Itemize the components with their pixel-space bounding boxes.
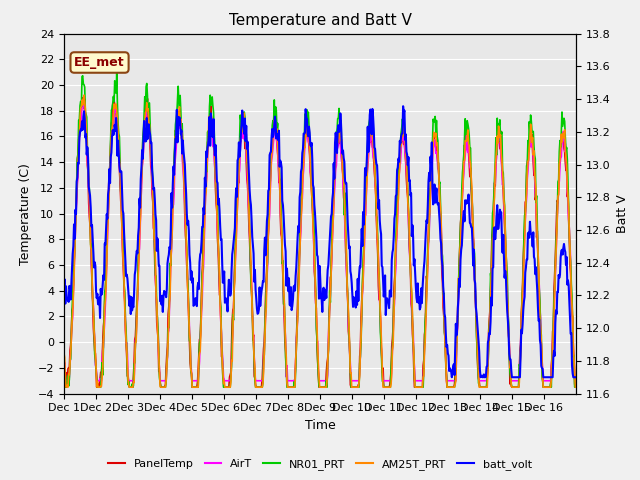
NR01_PRT	[241, 114, 249, 120]
PanelTemp	[374, 252, 381, 257]
Line: batt_volt: batt_volt	[64, 106, 576, 377]
AM25T_PRT	[260, 350, 268, 356]
Text: EE_met: EE_met	[74, 56, 125, 69]
PanelTemp	[572, 384, 580, 390]
Y-axis label: Batt V: Batt V	[616, 194, 629, 233]
batt_volt	[372, 161, 380, 167]
AirT	[241, 132, 249, 138]
AM25T_PRT	[62, 384, 70, 390]
AM25T_PRT	[122, 320, 129, 326]
PanelTemp	[403, 177, 410, 182]
NR01_PRT	[260, 352, 268, 358]
AirT	[60, 363, 68, 369]
NR01_PRT	[216, 274, 223, 280]
AirT	[374, 240, 381, 245]
Title: Temperature and Batt V: Temperature and Batt V	[228, 13, 412, 28]
AirT	[79, 99, 87, 105]
NR01_PRT	[60, 359, 68, 365]
X-axis label: Time: Time	[305, 419, 335, 432]
AirT	[572, 378, 580, 384]
PanelTemp	[93, 384, 100, 390]
PanelTemp	[260, 339, 268, 345]
Line: AM25T_PRT: AM25T_PRT	[64, 95, 576, 387]
batt_volt	[240, 123, 248, 129]
AM25T_PRT	[572, 384, 580, 390]
NR01_PRT	[403, 152, 410, 157]
Line: NR01_PRT: NR01_PRT	[64, 73, 576, 387]
batt_volt	[60, 282, 68, 288]
AirT	[403, 169, 410, 175]
PanelTemp	[216, 292, 223, 298]
AM25T_PRT	[403, 159, 410, 165]
batt_volt	[259, 278, 267, 284]
NR01_PRT	[374, 236, 381, 241]
batt_volt	[214, 202, 222, 207]
AirT	[216, 276, 223, 282]
PanelTemp	[78, 95, 86, 100]
NR01_PRT	[572, 384, 580, 390]
NR01_PRT	[113, 70, 120, 76]
Legend: PanelTemp, AirT, NR01_PRT, AM25T_PRT, batt_volt: PanelTemp, AirT, NR01_PRT, AM25T_PRT, ba…	[104, 455, 536, 474]
AirT	[62, 378, 70, 384]
batt_volt	[402, 132, 410, 137]
Line: AirT: AirT	[64, 102, 576, 381]
AM25T_PRT	[241, 135, 249, 141]
AM25T_PRT	[80, 92, 88, 98]
Y-axis label: Temperature (C): Temperature (C)	[19, 163, 32, 264]
AirT	[260, 348, 268, 354]
AirT	[122, 316, 129, 322]
PanelTemp	[60, 358, 68, 364]
batt_volt	[448, 374, 456, 380]
batt_volt	[120, 230, 128, 236]
AM25T_PRT	[374, 241, 381, 247]
PanelTemp	[122, 327, 129, 333]
AM25T_PRT	[60, 350, 68, 356]
PanelTemp	[241, 145, 249, 151]
NR01_PRT	[122, 316, 129, 322]
Line: PanelTemp: PanelTemp	[64, 97, 576, 387]
AM25T_PRT	[216, 274, 223, 279]
batt_volt	[399, 103, 407, 109]
NR01_PRT	[61, 384, 69, 390]
batt_volt	[572, 374, 580, 380]
